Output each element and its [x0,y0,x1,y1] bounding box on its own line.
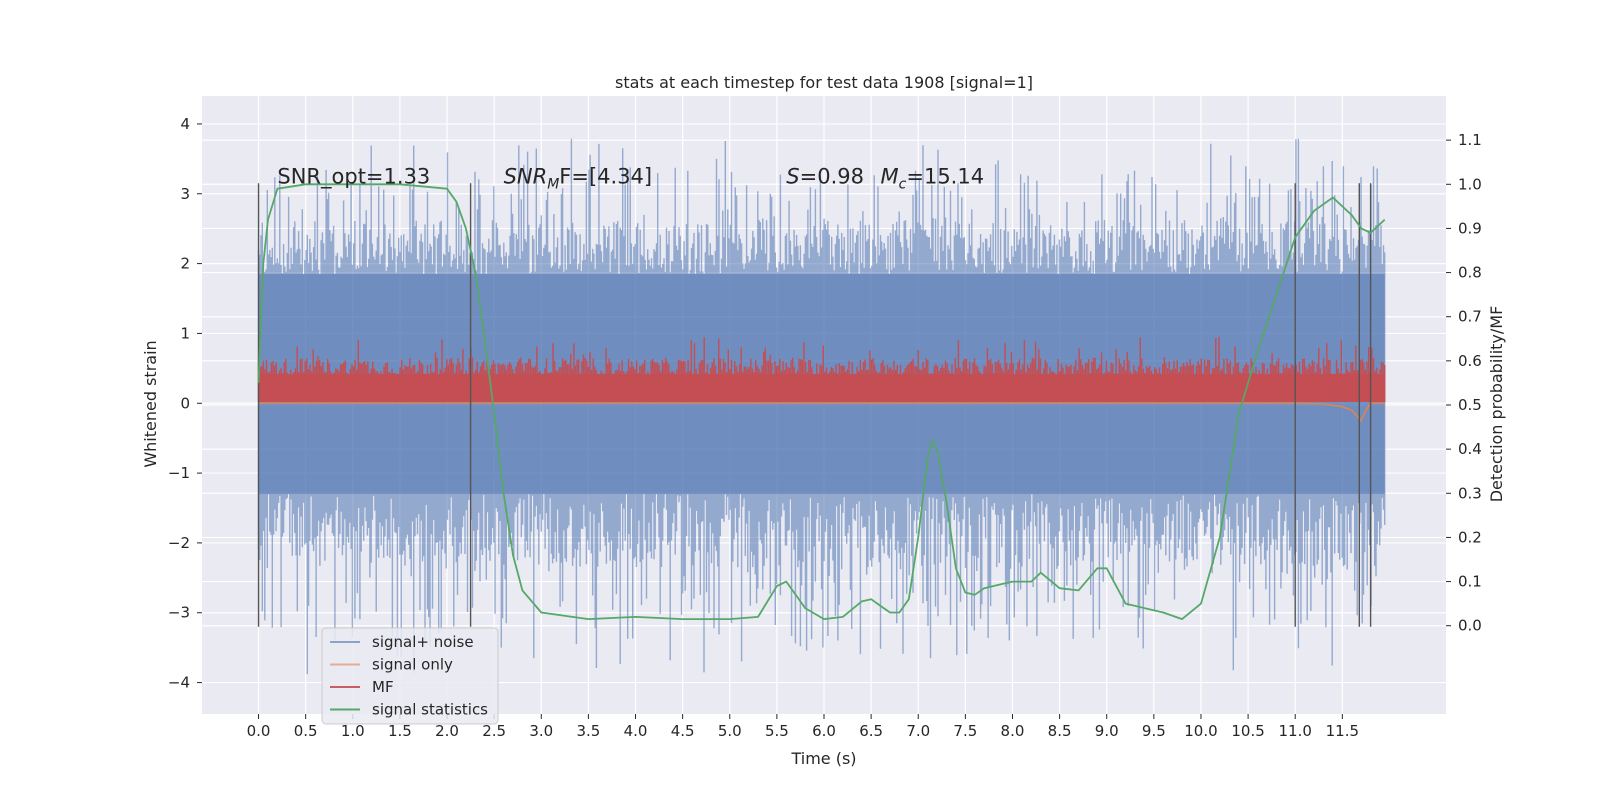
annotations: SNR_opt=1.33 SNRMF=[4.34] S=0.98 Mc=15.14 [277,164,984,192]
x-tick-label: 3.0 [529,722,553,740]
series-mf [257,336,1386,402]
annotation-text: Mc=15.14 [881,164,985,192]
y2-axis-ticks: 1.1 1.0 0.9 0.8 0.7 0.6 0.5 0.4 0.3 0.2 0.1 0.0 [1446,131,1482,635]
y2-tick-label: 0.4 [1458,440,1482,458]
x-tick-label: 9.0 [1095,722,1119,740]
x-tick-label: 4.5 [671,722,695,740]
y2-tick-label: 1.1 [1458,131,1482,149]
legend-label: signal statistics [372,701,488,719]
annotation-text: SNRMF=[4.34] [504,164,653,192]
chart-title: stats at each timestep for test data 190… [615,73,1033,92]
x-tick-label: 7.0 [906,722,930,740]
y-tick-label: 2 [180,255,190,273]
y-tick-label: 1 [180,324,190,342]
x-tick-label: 4.0 [624,722,648,740]
y-tick-label: 4 [180,115,190,133]
x-tick-label: 0.0 [247,722,271,740]
y2-tick-label: 0.6 [1458,352,1482,370]
x-tick-label: 2.0 [435,722,459,740]
legend-label: MF [372,678,394,696]
x-tick-label: 1.5 [388,722,412,740]
annotation-text: S=0.98 [786,164,864,188]
y2-tick-label: 0.5 [1458,396,1482,414]
x-tick-label: 5.5 [765,722,789,740]
x-tick-label: 8.5 [1048,722,1072,740]
y-tick-label: 3 [180,185,190,203]
y2-tick-label: 0.2 [1458,528,1482,546]
x-tick-label: 6.5 [859,722,883,740]
x-tick-label: 6.0 [812,722,836,740]
legend: signal+ noise signal only MF signal statist… [321,627,499,725]
y-tick-label: −2 [168,534,190,552]
y2-tick-label: 0.3 [1458,484,1482,502]
x-tick-label: 10.5 [1231,722,1264,740]
signal-only-line [258,402,1385,423]
y2-tick-label: 1.0 [1458,175,1482,193]
x-tick-label: 2.5 [482,722,506,740]
x-tick-label: 11.5 [1326,722,1359,740]
y-axis-label: Whitened strain [141,340,160,467]
signal-statistics-line [257,183,1386,620]
y2-axis-label: Detection probability/MF [1487,306,1506,503]
y-tick-label: −4 [168,674,190,692]
annotation-text: SNR_opt=1.33 [277,164,430,189]
legend-label: signal+ noise [372,633,474,651]
x-tick-label: 8.0 [1001,722,1025,740]
x-tick-label: 10.0 [1184,722,1217,740]
vertical-markers [257,183,1372,627]
y-tick-label: −3 [168,604,190,622]
y2-tick-label: 0.1 [1458,573,1482,591]
y2-tick-label: 0.7 [1458,308,1482,326]
x-tick-label: 5.0 [718,722,742,740]
y-tick-label: −1 [168,464,190,482]
series-signal-only [258,402,1385,423]
y-axis-ticks: 4 3 2 1 0 −1 −2 −3 −4 [168,115,202,692]
x-tick-label: 0.5 [294,722,318,740]
x-tick-label: 11.0 [1279,722,1312,740]
y-tick-label: 0 [180,394,190,412]
series-signal-statistics [257,183,1386,620]
y2-tick-label: 0.8 [1458,264,1482,282]
y2-tick-label: 0.9 [1458,219,1482,237]
legend-box [321,627,499,725]
x-tick-label: 1.0 [341,722,365,740]
x-tick-label: 9.5 [1142,722,1166,740]
y2-tick-label: 0.0 [1458,617,1482,635]
x-axis-label: Time (s) [790,749,856,768]
mf-band [258,373,1385,402]
x-tick-label: 7.5 [953,722,977,740]
legend-label: signal only [372,656,453,674]
x-axis-ticks: 0.0 0.5 1.0 1.5 2.0 2.5 3.0 3.5 4.0 4.5 5.0 5.5 6.0 6… [247,714,1359,740]
x-tick-label: 3.5 [576,722,600,740]
